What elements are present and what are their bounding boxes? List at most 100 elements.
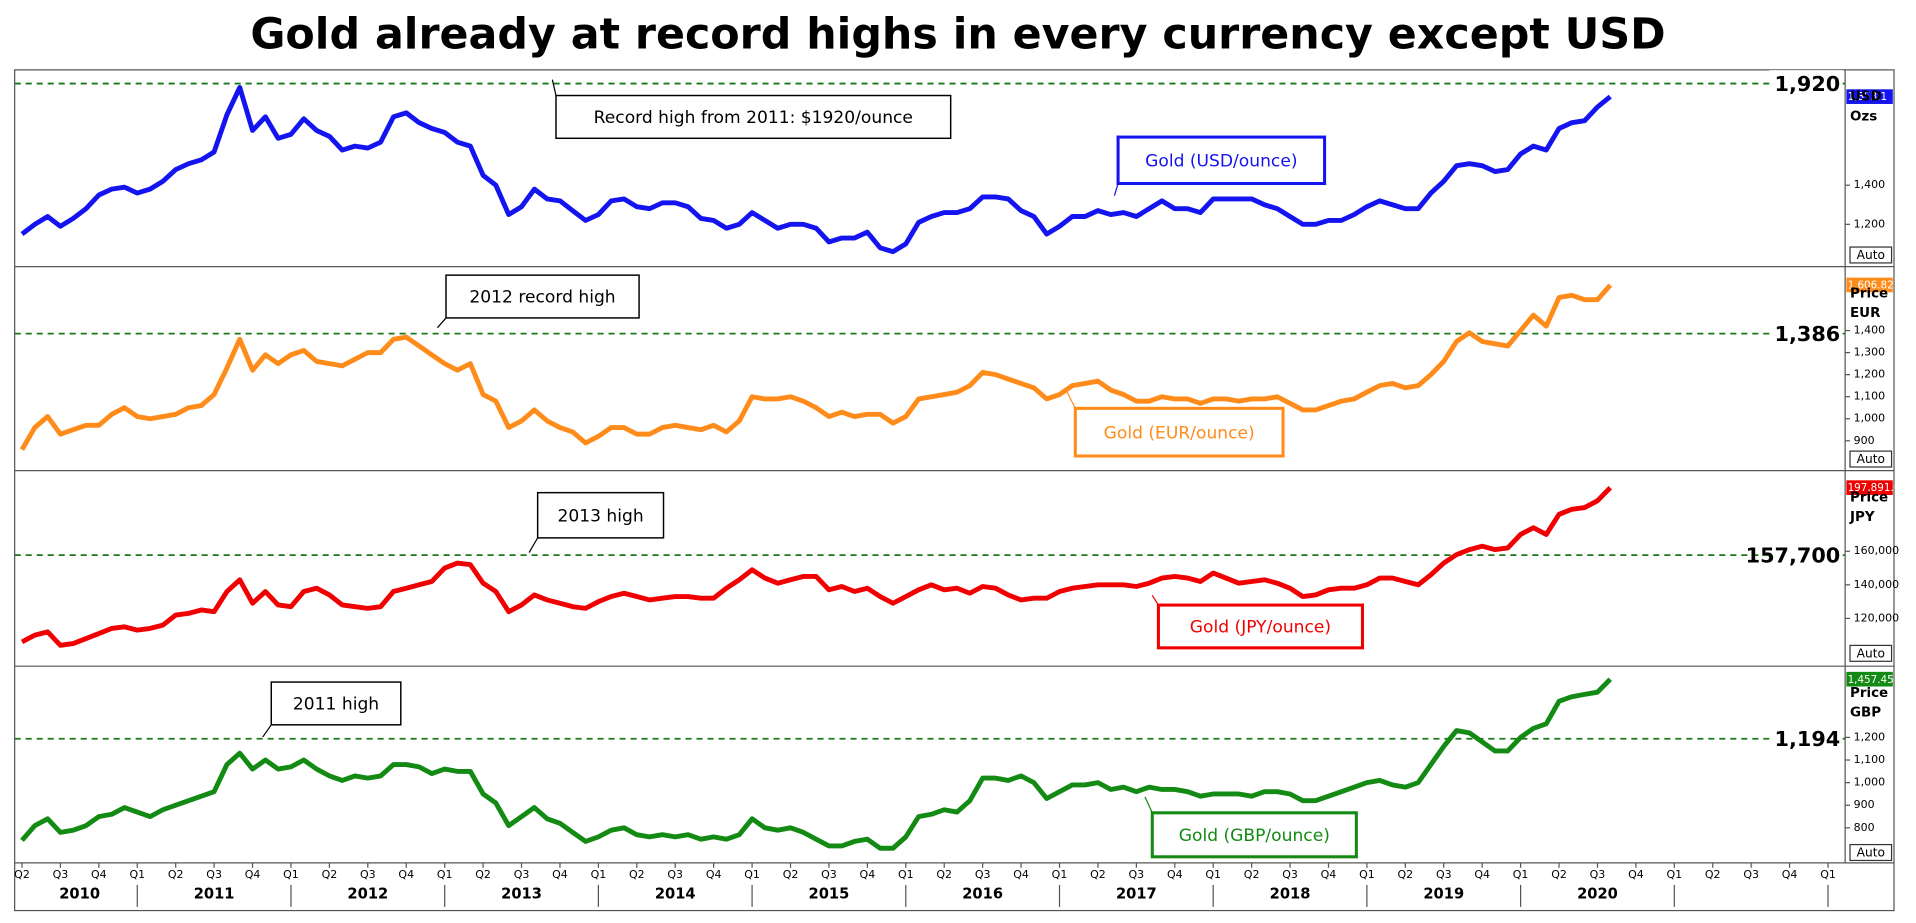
year-label: 2012 [347, 886, 388, 903]
x-tick-label: Q3 [975, 868, 991, 881]
legend-box [1156, 603, 1364, 650]
x-tick-label: Q1 [1820, 868, 1836, 881]
reference-label: 1,920 [1775, 72, 1841, 96]
legend-pointer [1151, 594, 1159, 606]
x-tick-label: Q4 [552, 868, 568, 881]
y-axis-label: GBP [1850, 706, 1881, 721]
x-tick-label: Q4 [398, 868, 414, 881]
legend-pointer [1066, 390, 1076, 409]
x-tick-label: Q4 [245, 868, 261, 881]
last-value-label: 1,606.82 [1848, 280, 1894, 292]
x-tick-label: Q3 [206, 868, 222, 881]
auto-label: Auto [1857, 646, 1885, 660]
x-tick-label: Q1 [437, 868, 453, 881]
x-tick-label: Q4 [1628, 868, 1644, 881]
annotation-pointer [528, 537, 539, 553]
year-label: 2016 [962, 886, 1003, 903]
y-tick-label: 1,200 [1854, 368, 1885, 381]
legend-box [1116, 135, 1327, 186]
auto-button [1849, 246, 1893, 264]
y-tick-label: 1,300 [1854, 346, 1885, 359]
reference-label-bg [1769, 725, 1843, 753]
x-tick-label: Q2 [168, 868, 184, 881]
x-tick-label: Q3 [1590, 868, 1606, 881]
reference-label: 1,194 [1775, 727, 1841, 751]
y-axis-label: Price [1850, 286, 1888, 301]
x-tick-label: Q4 [1167, 868, 1183, 881]
y-axis-label: Price [1850, 686, 1888, 701]
x-tick-label: Q3 [667, 868, 683, 881]
x-tick-label: Q2 [629, 868, 645, 881]
annotation-pointer [262, 724, 272, 738]
auto-button [1849, 450, 1893, 468]
x-tick-label: Q2 [1705, 868, 1721, 881]
last-value-label: 197,891.0 [1848, 482, 1901, 494]
y-tick-label: 140,000 [1854, 578, 1899, 591]
x-tick-label: Q3 [1436, 868, 1452, 881]
auto-label: Auto [1857, 452, 1885, 466]
x-tick-label: Q3 [1282, 868, 1298, 881]
x-tick-label: Q1 [1666, 868, 1682, 881]
y-tick-label: 900 [1854, 434, 1875, 447]
legend-box [1073, 406, 1285, 458]
x-tick-label: Q1 [1359, 868, 1375, 881]
y-tick-label: 160,000 [1854, 544, 1899, 557]
legend-label: Gold (USD/ounce) [1145, 152, 1297, 172]
annotation-pointer [551, 79, 557, 96]
annotation-box [536, 491, 665, 539]
legend-label: Gold (GBP/ounce) [1179, 826, 1330, 846]
x-tick-label: Q4 [1013, 868, 1029, 881]
y-tick-label: 900 [1854, 798, 1875, 811]
legend-box [1150, 811, 1358, 859]
auto-label: Auto [1857, 248, 1885, 262]
year-label: 2013 [501, 886, 542, 903]
year-label: 2015 [809, 886, 850, 903]
reference-label: 1,386 [1775, 322, 1841, 346]
x-tick-label: Q1 [898, 868, 914, 881]
y-tick-label: 1,000 [1854, 776, 1885, 789]
last-value-label: 1,853.1 [1848, 91, 1888, 103]
reference-label: 157,700 [1746, 543, 1841, 567]
auto-button [1849, 644, 1893, 662]
series-line [20, 85, 1612, 255]
annotation-text: 2012 record high [469, 288, 615, 308]
x-tick-label: Q1 [283, 868, 299, 881]
x-tick-label: Q2 [936, 868, 952, 881]
y-axis-label: Price [1850, 491, 1888, 506]
y-axis-label: USD [1850, 90, 1882, 105]
x-tick-label: Q4 [91, 868, 107, 881]
last-value-tag [1846, 480, 1893, 495]
annotation-box [270, 681, 402, 726]
x-tick-label: Q3 [360, 868, 376, 881]
legend-pointer [1113, 183, 1119, 196]
x-tick-label: Q4 [1321, 868, 1337, 881]
y-axis-label: EUR [1850, 306, 1881, 321]
reference-label-bg [1769, 541, 1843, 569]
x-tick-label: Q1 [591, 868, 607, 881]
last-value-label: 1,457.45 [1848, 674, 1894, 686]
legend-pointer [1144, 796, 1153, 814]
annotation-text: 2013 high [557, 506, 643, 526]
x-tick-label: Q1 [744, 868, 760, 881]
x-tick-label: Q1 [1052, 868, 1068, 881]
x-tick-label: Q1 [129, 868, 145, 881]
x-tick-label: Q2 [1090, 868, 1106, 881]
x-tick-label: Q3 [514, 868, 530, 881]
last-value-tag [1846, 89, 1893, 104]
year-label: 2017 [1116, 886, 1157, 903]
legend-label: Gold (EUR/ounce) [1104, 423, 1255, 443]
x-tick-label: Q4 [706, 868, 722, 881]
annotation-box [445, 274, 640, 319]
y-axis-label: Ozs [1850, 109, 1877, 124]
frame [14, 69, 1895, 912]
x-tick-label: Q2 [783, 868, 799, 881]
reference-label-bg [1769, 320, 1843, 348]
x-tick-label: Q4 [1782, 868, 1798, 881]
y-tick-label: 1,400 [1854, 178, 1885, 191]
y-tick-label: 1,000 [1854, 412, 1885, 425]
year-label: 2019 [1423, 886, 1464, 903]
year-label: 2018 [1270, 886, 1311, 903]
